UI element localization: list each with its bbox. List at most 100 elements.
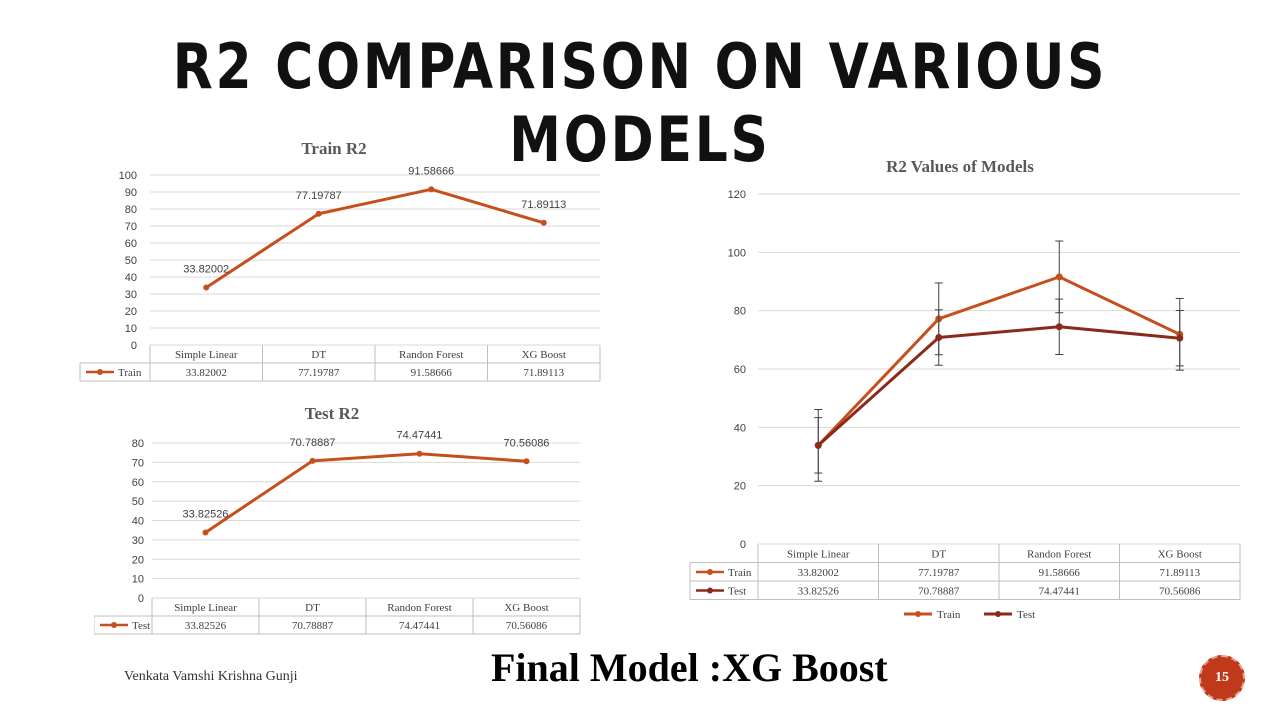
y-tick-label: 30 [125, 289, 137, 301]
table-cell: 33.82002 [186, 367, 227, 379]
table-cell: 33.82526 [798, 586, 840, 598]
data-label: 70.78887 [290, 437, 336, 449]
y-tick-label: 0 [740, 539, 746, 551]
chart-svg: Test R2 0 10 20 30 40 50 60 70 80 33.82526 70.78887… [94, 404, 581, 635]
legend-key-icon [984, 611, 1012, 617]
data-label: 77.19787 [296, 190, 342, 202]
table-header-cell: XG Boost [522, 349, 566, 361]
data-point [814, 441, 822, 449]
table-cell: 33.82002 [798, 567, 839, 579]
table-cell: 70.56086 [506, 620, 548, 632]
table-cell: 77.19787 [298, 367, 340, 379]
table-header-cell: XG Boost [1158, 549, 1202, 561]
table-cell: 33.82526 [185, 620, 227, 632]
table-row-label: Test [132, 620, 150, 632]
data-table: Simple Linear DT Randon Forest XG Boost Test… [94, 598, 581, 635]
page-number-badge: 15 [1199, 655, 1245, 701]
y-tick-label: 120 [728, 189, 746, 201]
y-tick-label: 20 [132, 554, 144, 566]
data-point [428, 186, 435, 193]
page-number: 15 [1215, 670, 1229, 685]
series-line-train [205, 187, 545, 289]
data-point [416, 450, 423, 457]
legend-label: Test [1017, 609, 1035, 621]
series-line-test [204, 452, 527, 534]
data-point [315, 210, 322, 217]
data-label: 70.56086 [504, 437, 550, 449]
table-cell: 70.78887 [292, 620, 334, 632]
table-cell: 91.58666 [411, 367, 453, 379]
data-point [523, 458, 530, 465]
table-cell: 77.19787 [918, 567, 960, 579]
legend-key-icon [696, 569, 724, 575]
test-r2-chart: Test R2 0 10 20 30 40 50 60 70 80 33.82526 70.78887… [94, 398, 584, 638]
data-table: Simple Linear DT Randon Forest XG Boost Trai… [79, 345, 601, 382]
table-cell: 71.89113 [1159, 567, 1200, 579]
data-point [1055, 323, 1063, 331]
table-cell: 74.47441 [1039, 586, 1080, 598]
y-tick-label: 20 [125, 306, 137, 318]
series-line-test [817, 325, 1180, 447]
table-cell: 91.58666 [1039, 567, 1081, 579]
table-header-cell: Randon Forest [399, 349, 463, 361]
legend-key-icon [904, 611, 932, 617]
data-point [202, 529, 209, 536]
table-header-cell: DT [305, 602, 320, 614]
chart-title: R2 Values of Models [886, 157, 1034, 176]
data-point [203, 284, 210, 291]
table-header-cell: Simple Linear [787, 549, 850, 561]
legend-key-icon [696, 587, 724, 594]
y-tick-label: 50 [125, 255, 137, 267]
y-tick-label: 40 [125, 272, 137, 284]
y-tick-label: 70 [132, 457, 144, 469]
y-tick-label: 30 [132, 535, 144, 547]
table-cell: 70.56086 [1159, 586, 1201, 598]
gridlines [758, 193, 1240, 545]
table-row-label: Train [728, 567, 752, 579]
data-point [935, 334, 943, 342]
table-header-cell: Simple Linear [174, 602, 237, 614]
y-tick-label: 60 [132, 477, 144, 489]
chart-title: Test R2 [305, 404, 360, 423]
table-row-label: Train [118, 367, 142, 379]
y-tick-label: 80 [734, 306, 746, 318]
y-tick-label: 90 [125, 187, 137, 199]
data-label: 91.58666 [408, 165, 454, 177]
gridlines [152, 442, 580, 599]
y-tick-label: 0 [131, 340, 137, 352]
y-tick-label: 40 [132, 516, 144, 528]
data-point [1176, 334, 1184, 342]
y-tick-label: 60 [734, 364, 746, 376]
data-point [540, 219, 547, 226]
y-tick-label: 80 [132, 438, 144, 450]
legend-key-icon [100, 622, 128, 628]
y-tick-label: 20 [734, 481, 746, 493]
author-name: Venkata Vamshi Krishna Gunji [124, 669, 298, 684]
y-tick-label: 100 [119, 170, 137, 182]
data-point [309, 457, 316, 464]
slide-title: R2 COMPARISON ON VARIOUS MODELS [172, 30, 1108, 176]
table-cell: 70.78887 [918, 586, 960, 598]
final-model-text: Final Model :XG Boost [491, 645, 888, 690]
data-label: 71.89113 [521, 199, 566, 211]
y-tick-label: 0 [138, 593, 144, 605]
train-r2-chart: Train R2 0 10 20 30 40 50 60 70 80 90 100 33.82002 77… [78, 130, 602, 386]
table-header-cell: XG Boost [504, 602, 548, 614]
table-header-cell: DT [311, 349, 326, 361]
data-label: 74.47441 [397, 430, 443, 442]
data-label: 33.82002 [183, 264, 229, 276]
table-row-label: Test [728, 586, 746, 598]
legend-label: Train [937, 609, 961, 621]
chart-title: Train R2 [301, 139, 366, 158]
y-tick-label: 80 [125, 204, 137, 216]
legend-key-icon [86, 369, 114, 375]
table-header-cell: Randon Forest [1027, 549, 1091, 561]
table-header-cell: DT [931, 549, 946, 561]
table-cell: 71.89113 [523, 367, 564, 379]
y-tick-label: 70 [125, 221, 137, 233]
data-point [1055, 273, 1063, 281]
y-tick-label: 40 [734, 422, 746, 434]
chart-svg: R2 Values of Models 0 20 40 60 80 100 120 Simple… [689, 157, 1241, 621]
data-label: 33.82526 [183, 508, 229, 520]
data-table: Simple Linear DT Randon Forest XG Boost Trai… [689, 544, 1241, 600]
